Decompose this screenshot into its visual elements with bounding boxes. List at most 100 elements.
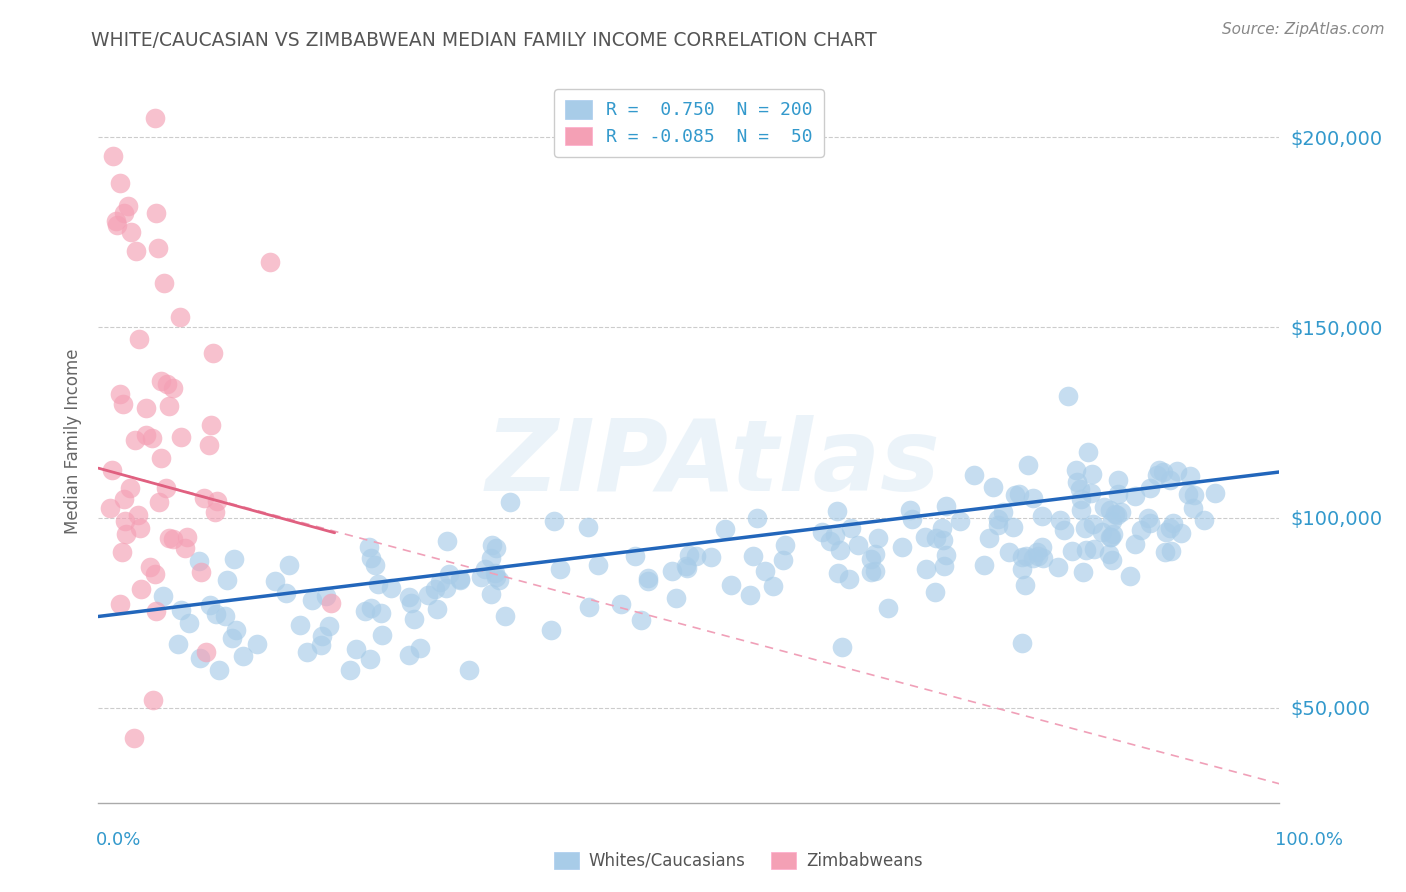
Point [276, 585, 298, 599]
Point [135, 427, 157, 442]
Text: 100.0%: 100.0% [1275, 831, 1343, 849]
Point [141, 432, 163, 446]
Point [932, 533, 955, 548]
Point [949, 514, 972, 528]
Text: WHITE/CAUCASIAN VS ZIMBABWEAN MEDIAN FAMILY INCOME CORRELATION CHART: WHITE/CAUCASIAN VS ZIMBABWEAN MEDIAN FAM… [91, 31, 877, 50]
Point [1097, 547, 1119, 561]
Point [217, 573, 239, 587]
Point [1146, 467, 1168, 482]
Point [176, 530, 198, 544]
Point [700, 549, 723, 564]
Point [914, 530, 936, 544]
Point [981, 480, 1004, 494]
Point [354, 604, 377, 618]
Point [1107, 508, 1129, 522]
Point [543, 514, 565, 528]
Point [198, 438, 221, 452]
Point [198, 598, 221, 612]
Point [1032, 551, 1054, 566]
Point [901, 512, 924, 526]
Point [108, 597, 131, 611]
Point [434, 581, 457, 595]
Point [865, 564, 887, 578]
Point [115, 527, 138, 541]
Point [367, 577, 389, 591]
Point [1177, 487, 1199, 501]
Point [932, 558, 955, 573]
Point [661, 564, 683, 578]
Point [188, 651, 211, 665]
Point [214, 608, 236, 623]
Text: 0.0%: 0.0% [96, 831, 141, 849]
Point [315, 589, 337, 603]
Point [1011, 635, 1033, 649]
Point [1098, 503, 1121, 517]
Point [1070, 491, 1092, 506]
Point [98, 500, 121, 515]
Point [108, 176, 131, 190]
Point [111, 397, 134, 411]
Point [309, 639, 332, 653]
Point [177, 616, 200, 631]
Point [146, 241, 169, 255]
Point [162, 532, 184, 546]
Point [588, 558, 610, 573]
Point [1080, 486, 1102, 500]
Point [156, 376, 179, 391]
Point [1101, 553, 1123, 567]
Point [925, 531, 948, 545]
Point [170, 602, 193, 616]
Point [121, 226, 143, 240]
Point [339, 663, 361, 677]
Point [998, 545, 1021, 559]
Point [155, 481, 177, 495]
Point [824, 528, 846, 542]
Point [246, 637, 269, 651]
Point [1017, 458, 1039, 473]
Point [470, 570, 492, 584]
Point [232, 648, 254, 663]
Point [1166, 463, 1188, 477]
Point [839, 521, 862, 535]
Point [222, 551, 245, 566]
Point [127, 508, 149, 523]
Point [935, 499, 957, 513]
Point [914, 562, 936, 576]
Point [1002, 520, 1025, 534]
Point [1180, 469, 1202, 483]
Point [1022, 550, 1045, 565]
Point [143, 566, 166, 581]
Point [449, 574, 471, 588]
Point [1139, 481, 1161, 495]
Point [409, 641, 432, 656]
Point [1192, 513, 1215, 527]
Point [1066, 475, 1088, 490]
Point [152, 276, 174, 290]
Point [479, 551, 502, 566]
Point [364, 558, 387, 572]
Point [1011, 549, 1033, 564]
Point [1098, 530, 1121, 544]
Point [623, 549, 645, 563]
Point [891, 540, 914, 554]
Text: ZIPAtlas: ZIPAtlas [485, 415, 941, 512]
Point [1099, 530, 1122, 544]
Point [105, 219, 128, 233]
Point [485, 570, 508, 584]
Point [1161, 516, 1184, 530]
Point [101, 463, 124, 477]
Point [1159, 521, 1181, 535]
Point [1074, 521, 1097, 535]
Legend: Whites/Caucasians, Zimbabweans: Whites/Caucasians, Zimbabweans [547, 845, 929, 877]
Point [221, 631, 243, 645]
Point [935, 549, 957, 563]
Point [204, 505, 226, 519]
Point [877, 601, 900, 615]
Point [1083, 541, 1105, 556]
Point [205, 494, 228, 508]
Point [122, 731, 145, 746]
Point [1022, 491, 1045, 505]
Point [157, 399, 180, 413]
Point [124, 434, 146, 448]
Point [977, 532, 1000, 546]
